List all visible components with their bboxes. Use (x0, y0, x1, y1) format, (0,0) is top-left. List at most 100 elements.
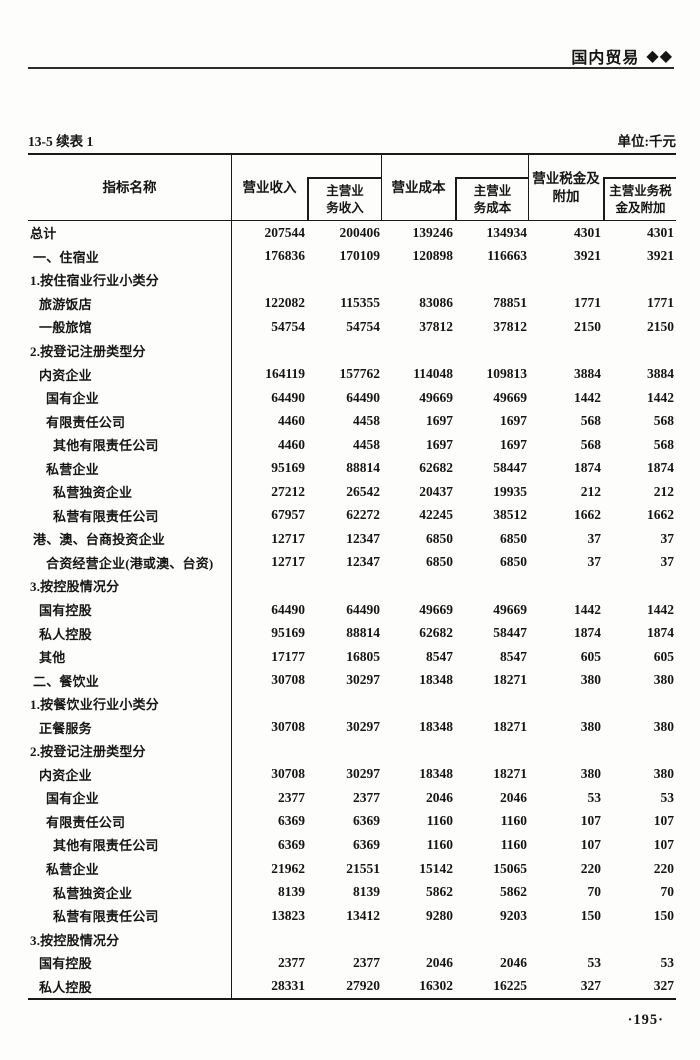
row-value: 380 (580, 719, 601, 735)
column-header-operating-revenue: 营业收入 (242, 179, 297, 195)
row-value: 26542 (346, 483, 380, 499)
row-label: 2.按登记注册类型分 (28, 338, 232, 363)
row-label: 国有控股 (28, 597, 232, 622)
row-value: 95169 (271, 460, 305, 476)
row-value: 30297 (346, 719, 380, 735)
row-value: 37 (587, 530, 602, 546)
table-row: 1.按住宿业行业小类分 (28, 268, 676, 292)
row-value: 6369 (278, 836, 305, 852)
row-value: 64490 (271, 601, 305, 617)
row-label: 总计 (28, 221, 232, 245)
row-label: 1.按住宿业行业小类分 (28, 268, 232, 292)
row-label: 其他 (28, 644, 232, 669)
row-value: 88814 (346, 625, 380, 641)
row-value: 64490 (346, 601, 380, 617)
diamond-icons: ◆◆ (646, 48, 673, 65)
row-value: 3921 (574, 248, 601, 264)
row-value: 64490 (271, 389, 305, 405)
row-value: 58447 (493, 625, 527, 641)
section-title: 国内贸易 (571, 50, 640, 67)
row-value: 18348 (419, 766, 453, 782)
row-value: 70 (587, 884, 602, 900)
row-label: 有限责任公司 (28, 409, 232, 433)
row-label: 正餐服务 (28, 715, 232, 740)
row-value: 28331 (271, 978, 305, 994)
row-value: 327 (653, 978, 674, 994)
table-row: 一、住宿业 176836 170109 120898 116663 3921 3… (28, 244, 676, 269)
row-value: 5862 (426, 884, 453, 900)
table-row: 内资企业 30708 30297 18348 18271 380 380 (28, 762, 676, 787)
row-value: 17177 (271, 648, 305, 664)
row-label: 旅游饭店 (28, 291, 232, 316)
row-value: 605 (653, 648, 674, 664)
row-value: 30708 (271, 719, 305, 735)
row-value: 18348 (419, 719, 453, 735)
row-value: 6369 (278, 813, 305, 829)
row-value: 78851 (493, 295, 527, 311)
unit-note: 单位:千元 (617, 134, 677, 149)
table-row: 旅游饭店 122082 115355 83086 78851 1771 1771 (28, 291, 676, 316)
row-value: 30708 (271, 766, 305, 782)
row-value: 2377 (353, 789, 380, 805)
row-label: 私营企业 (28, 456, 232, 481)
row-value: 2150 (647, 318, 674, 334)
row-value: 157762 (339, 366, 381, 382)
row-value: 1442 (574, 601, 601, 617)
table-row: 有限责任公司 4460 4458 1697 1697 568 568 (28, 409, 676, 433)
table-row: 1.按餐饮业行业小类分 (28, 691, 676, 716)
row-value: 1442 (574, 389, 601, 405)
row-label: 1.按餐饮业行业小类分 (28, 691, 232, 716)
row-value: 1874 (647, 460, 674, 476)
table-row: 私营企业 21962 21551 15142 15065 220 220 (28, 856, 676, 881)
row-value: 4458 (353, 436, 380, 452)
table-row: 总计 207544 200406 139246 134934 4301 4301 (28, 221, 676, 245)
row-value: 64490 (346, 389, 380, 405)
row-label: 国有控股 (28, 950, 232, 975)
row-value: 116663 (487, 248, 527, 264)
row-value: 12717 (271, 554, 305, 570)
page-number: ·195· (627, 1012, 664, 1028)
table-row: 内资企业 164119 157762 114048 109813 3884 38… (28, 362, 676, 386)
row-value: 8139 (278, 884, 305, 900)
row-value: 380 (653, 672, 674, 688)
row-value: 568 (580, 413, 601, 429)
row-value: 12347 (346, 554, 380, 570)
table-row: 一般旅馆 54754 54754 37812 37812 2150 2150 (28, 315, 676, 339)
row-label: 私营独资企业 (28, 880, 232, 904)
row-value: 2046 (426, 954, 453, 970)
table-row: 私营企业 95169 88814 62682 58447 1874 1874 (28, 456, 676, 481)
row-value: 18271 (493, 672, 527, 688)
table-row: 其他 17177 16805 8547 8547 605 605 (28, 644, 676, 669)
row-value: 12717 (271, 530, 305, 546)
row-value: 1442 (647, 601, 674, 617)
table-row: 国有企业 2377 2377 2046 2046 53 53 (28, 786, 676, 810)
page-header: 国内贸易 ◆◆ (571, 44, 673, 68)
row-value: 38512 (493, 507, 527, 523)
row-value: 2046 (500, 954, 527, 970)
row-value: 2377 (353, 954, 380, 970)
row-value: 109813 (486, 366, 528, 382)
row-value: 19935 (493, 483, 527, 499)
table-row: 私营独资企业 27212 26542 20437 19935 212 212 (28, 480, 676, 504)
table-row: 正餐服务 30708 30297 18348 18271 380 380 (28, 715, 676, 740)
row-value: 6369 (353, 836, 380, 852)
row-value: 605 (580, 648, 601, 664)
row-value: 37 (660, 554, 675, 570)
row-label: 私营有限责任公司 (28, 503, 232, 528)
table-row: 国有控股 2377 2377 2046 2046 53 53 (28, 950, 676, 975)
table-row: 港、澳、台商投资企业 12717 12347 6850 6850 37 37 (28, 527, 676, 551)
row-value: 1697 (426, 436, 453, 452)
row-value: 9203 (500, 907, 527, 923)
row-value: 49669 (419, 389, 453, 405)
table-row: 私营有限责任公司 67957 62272 42245 38512 1662 16… (28, 503, 676, 528)
row-value: 134934 (486, 224, 528, 240)
table-row: 国有企业 64490 64490 49669 49669 1442 1442 (28, 385, 676, 410)
row-label: 内资企业 (28, 762, 232, 787)
column-header-main-business-tax-surcharge: 主营业务税 金及附加 (603, 155, 676, 220)
row-value: 53 (587, 954, 602, 970)
row-value: 568 (580, 436, 601, 452)
row-value: 4301 (574, 224, 601, 240)
row-value: 62272 (346, 507, 380, 523)
row-value: 1662 (647, 507, 674, 523)
